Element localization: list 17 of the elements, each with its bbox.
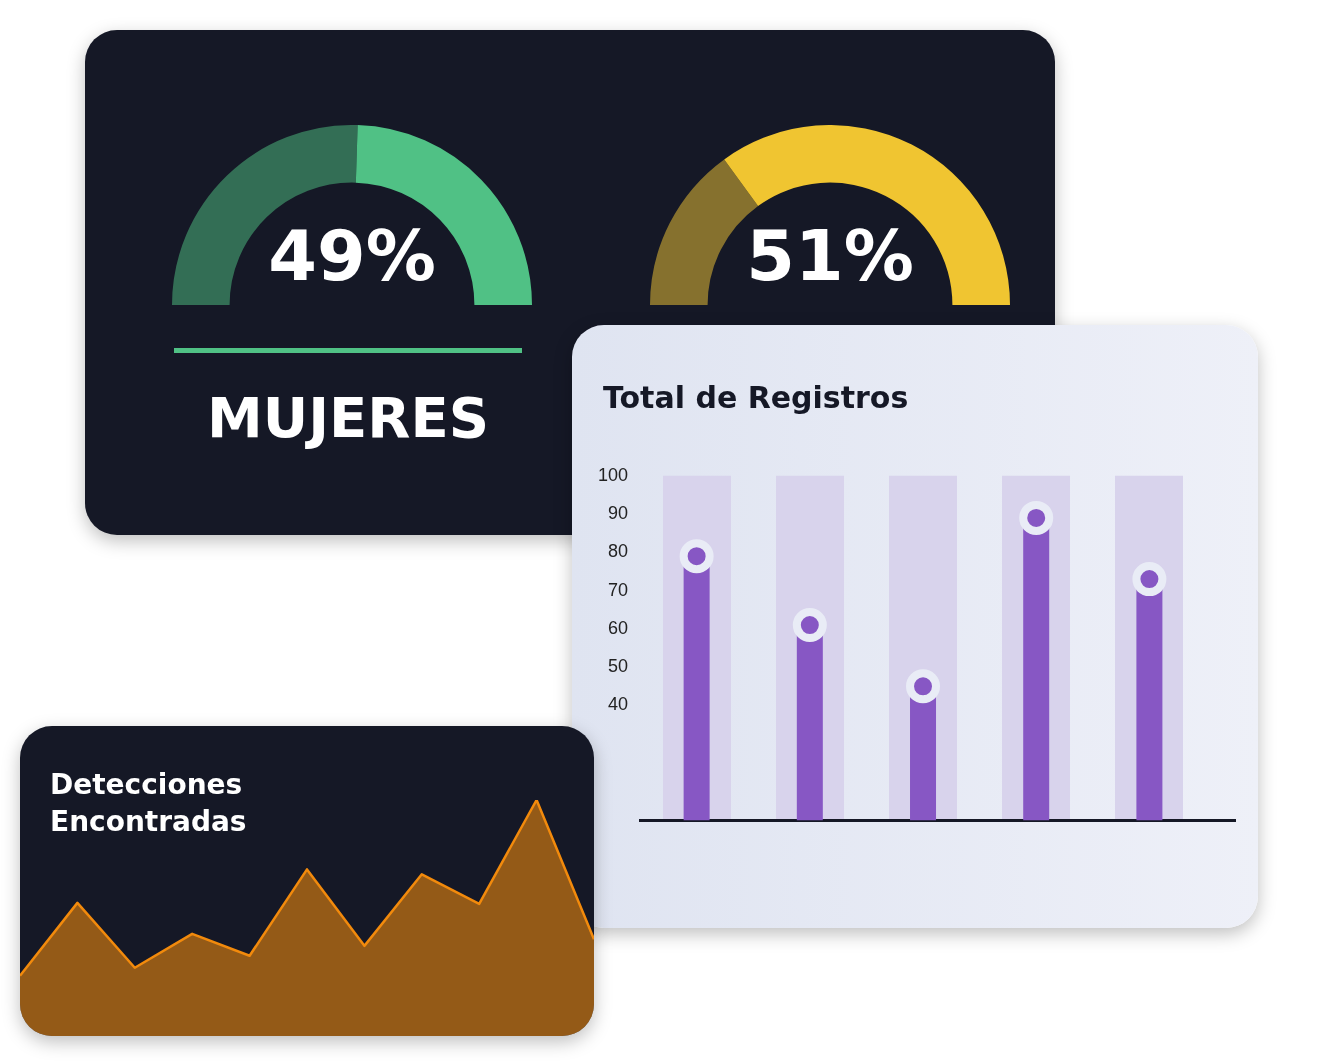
point <box>792 608 827 643</box>
text: 49% <box>267 215 437 297</box>
point <box>1132 562 1167 597</box>
y-tick-label: 100 <box>597 464 629 485</box>
text: MUJERES <box>206 385 490 450</box>
y-tick-label: 90 <box>608 503 629 524</box>
chart-title: Detecciones Encontradas <box>50 767 248 840</box>
point <box>679 539 714 574</box>
point <box>906 669 941 704</box>
y-tick-label: 50 <box>608 656 629 677</box>
y-tick-label: 60 <box>608 617 629 638</box>
y-tick-label: 70 <box>608 579 629 600</box>
y-tick-label: 40 <box>608 694 629 715</box>
point <box>1019 500 1054 535</box>
chart-title: Total de Registros <box>603 380 909 415</box>
text: 51% <box>745 215 915 297</box>
y-tick-label: 80 <box>608 541 629 562</box>
